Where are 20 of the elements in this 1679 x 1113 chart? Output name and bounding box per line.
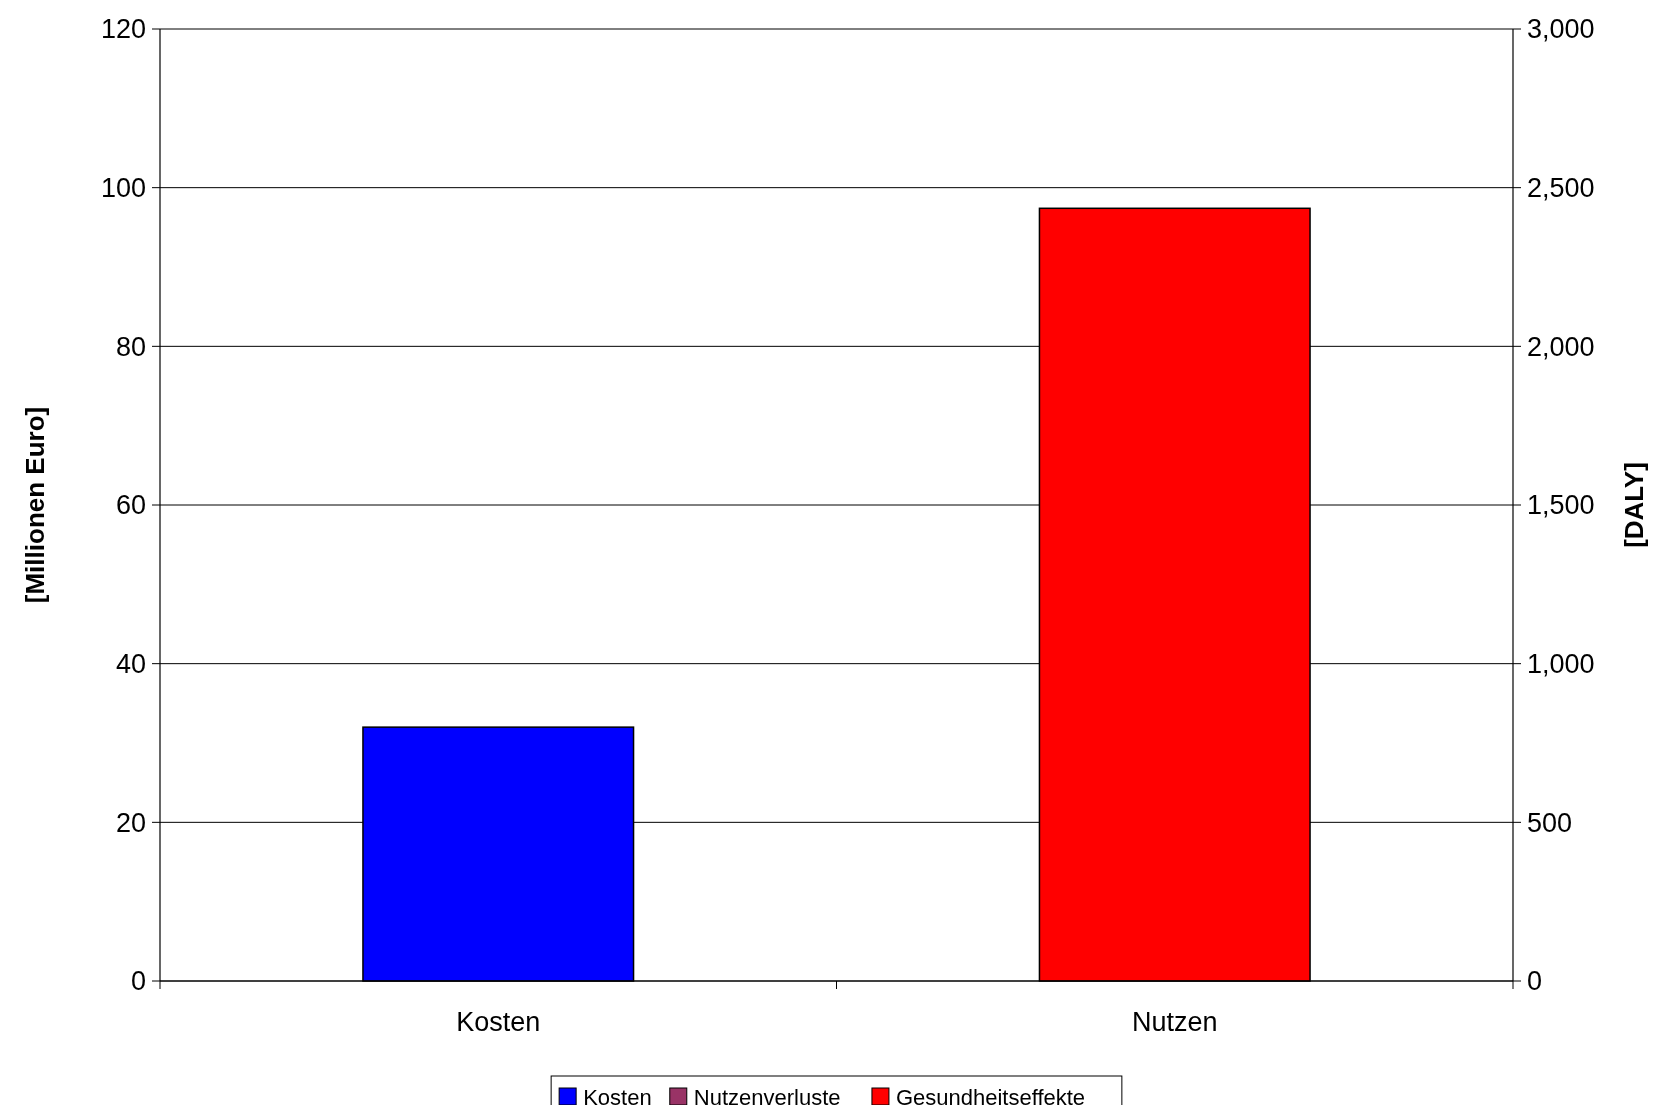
legend-label: Nutzenverluste <box>693 1084 841 1110</box>
y2-tick-label: 0 <box>1527 966 1543 997</box>
y2-tick-label: 1,500 <box>1527 490 1595 521</box>
y2-axis-title: [DALY] <box>1619 462 1649 548</box>
y2-tick-label: 2,000 <box>1527 331 1595 362</box>
y2-tick-label: 1,000 <box>1527 649 1595 680</box>
legend-label: Gesundheitseffekte <box>895 1084 1086 1110</box>
y-tick-label: 80 <box>115 331 146 362</box>
legend-label: Kosten <box>583 1084 652 1110</box>
y-tick-label: 20 <box>115 807 146 838</box>
y2-tick-label: 500 <box>1527 807 1573 838</box>
y-tick-label: 100 <box>100 173 146 204</box>
y-tick-label: 40 <box>115 649 146 680</box>
y-tick-label: 0 <box>130 966 146 997</box>
y-tick-label: 120 <box>100 14 146 45</box>
y-axis-title: [Millionen Euro] <box>20 406 50 604</box>
x-tick-label: Nutzen <box>1131 1007 1218 1037</box>
y2-tick-label: 2,500 <box>1527 173 1595 204</box>
y2-tick-label: 3,000 <box>1527 14 1595 45</box>
y-tick-label: 60 <box>115 490 146 521</box>
